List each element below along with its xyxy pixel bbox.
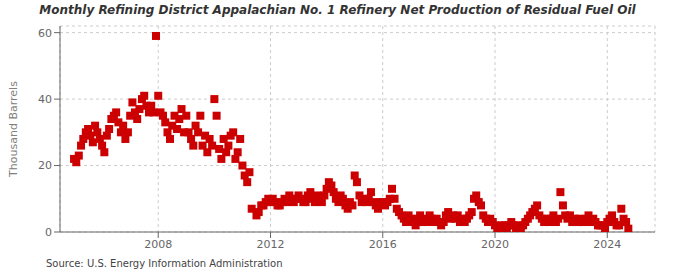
svg-text:2016: 2016 [369, 238, 397, 251]
svg-text:2024: 2024 [593, 238, 621, 251]
svg-text:40: 40 [38, 93, 52, 106]
svg-text:2020: 2020 [481, 238, 509, 251]
svg-text:2008: 2008 [144, 238, 172, 251]
html-text:Source: U.S. Energy Informatio: Source: U.S. Energy Information Administ… [46, 258, 283, 269]
svg-text:2012: 2012 [256, 238, 284, 251]
svg-text:Thousand Barrels: Thousand Barrels [8, 81, 20, 178]
svg-text:0: 0 [45, 226, 52, 239]
svg-text:60: 60 [38, 27, 52, 40]
svg-text:20: 20 [38, 159, 52, 172]
html-text:Monthly Refining District Appa: Monthly Refining District Appalachian No… [39, 3, 636, 17]
